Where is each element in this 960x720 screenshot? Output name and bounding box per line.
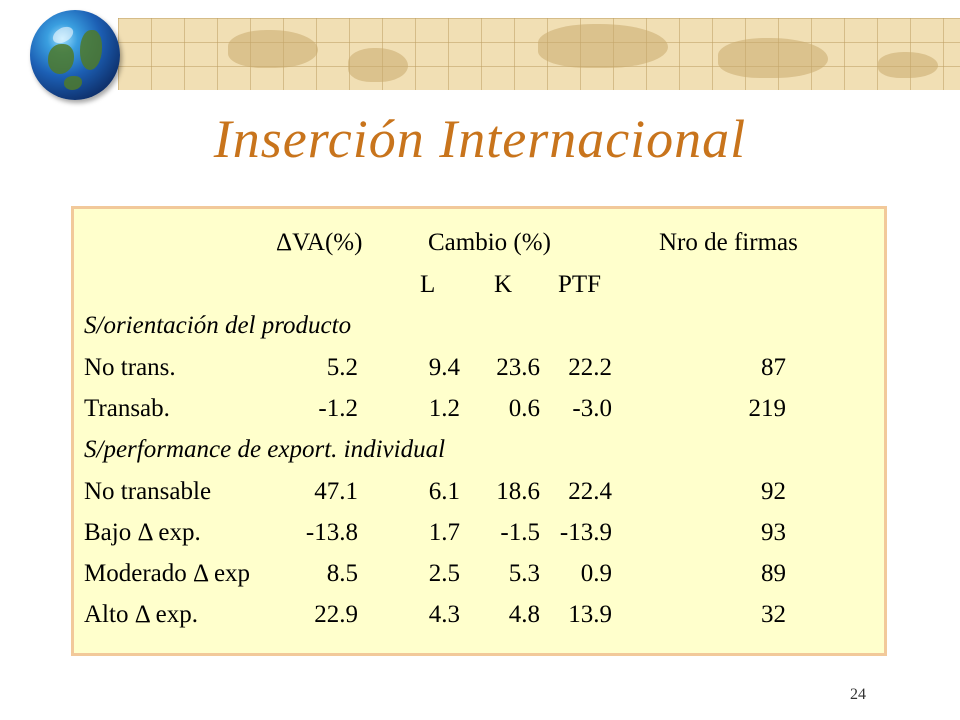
table-row: Bajo Δ exp. -13.8 1.7 -1.5 -13.9 93: [84, 519, 786, 546]
header-cambio: Cambio (%): [428, 229, 551, 256]
header-delta-va: ΔVA(%): [276, 229, 363, 256]
table-row: Moderado Δ exp 8.5 2.5 5.3 0.9 89: [84, 560, 786, 587]
header-l: L: [420, 271, 436, 298]
header-nro-firmas: Nro de firmas: [659, 229, 798, 256]
table-subheader-row: L K PTF: [74, 271, 884, 307]
table-row: No trans. 5.2 9.4 23.6 22.2 87: [84, 354, 786, 381]
row-label: Moderado Δ exp: [84, 560, 251, 587]
table-header-row: ΔVA(%) Cambio (%) Nro de firmas: [74, 229, 884, 265]
page-number: 24: [850, 686, 866, 703]
header-banner-map: [118, 18, 960, 90]
header-k: K: [494, 271, 513, 298]
header-ptf: PTF: [558, 271, 602, 298]
row-label: No trans.: [84, 354, 176, 381]
slide-title: Inserción Internacional: [213, 109, 747, 169]
section-heading: S/performance de export. individual: [84, 436, 446, 463]
globe-icon: [30, 10, 120, 100]
row-label: Bajo Δ exp.: [84, 519, 201, 546]
section-heading: S/orientación del producto: [84, 312, 352, 339]
table-row: Transab. -1.2 1.2 0.6 -3.0 219: [84, 395, 786, 422]
table-row: No transable 47.1 6.1 18.6 22.4 92: [84, 478, 786, 505]
table-row: Alto Δ exp. 22.9 4.3 4.8 13.9 32: [84, 601, 786, 628]
row-label: Alto Δ exp.: [84, 601, 198, 628]
data-table-panel: ΔVA(%) Cambio (%) Nro de firmas L K PTF …: [71, 206, 887, 656]
row-label: Transab.: [84, 395, 170, 422]
row-label: No transable: [84, 478, 212, 505]
